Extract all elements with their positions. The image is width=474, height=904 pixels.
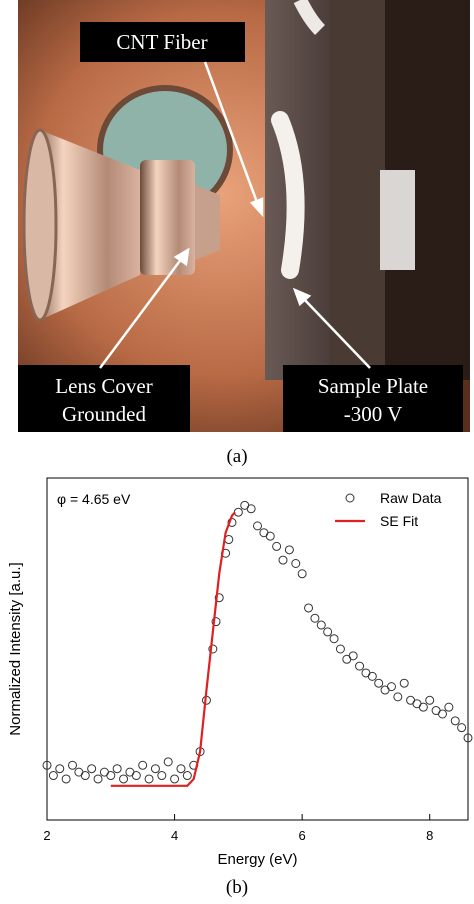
data-point xyxy=(335,644,345,654)
data-point xyxy=(42,760,52,770)
photo-label: Sample Plate xyxy=(318,374,428,398)
legend-label: Raw Data xyxy=(380,490,442,506)
data-point xyxy=(246,504,256,514)
x-tick-label: 2 xyxy=(43,828,50,843)
data-point xyxy=(87,764,97,774)
data-point xyxy=(437,709,447,719)
lens-cone xyxy=(30,130,140,320)
label-box xyxy=(80,22,245,62)
data-point xyxy=(144,774,154,784)
data-point xyxy=(170,774,180,784)
legend-swatch xyxy=(345,493,355,503)
arrow xyxy=(98,257,184,369)
data-point xyxy=(297,569,307,579)
photo-label: -300 V xyxy=(344,402,403,426)
data-point xyxy=(444,702,454,712)
fit-line xyxy=(110,511,236,787)
data-point xyxy=(450,716,460,726)
data-point xyxy=(265,531,275,541)
chart: 2 4 6 8 Energy (eV) Normalized Intensity [a.u… xyxy=(7,477,473,898)
data-point xyxy=(418,702,428,712)
data-point xyxy=(316,620,326,630)
data-point xyxy=(106,771,116,781)
data-point xyxy=(138,760,148,770)
data-point xyxy=(399,678,409,688)
y-axis-label: Normalized Intensity [a.u.] xyxy=(7,562,24,735)
data-point xyxy=(61,774,71,784)
photo-label: Lens Cover xyxy=(55,374,152,398)
clamp xyxy=(380,170,415,270)
data-point xyxy=(367,671,377,681)
x-axis-label: Energy (eV) xyxy=(217,851,297,868)
data-point xyxy=(291,559,301,568)
lens-rim xyxy=(22,128,58,322)
data-point xyxy=(355,661,365,671)
cnt-fiber xyxy=(271,111,305,279)
data-point xyxy=(233,507,243,517)
data-point xyxy=(48,771,58,781)
data-point xyxy=(93,774,103,784)
data-point xyxy=(55,764,65,774)
data-point xyxy=(457,723,467,733)
data-point xyxy=(68,760,78,770)
data-point xyxy=(425,695,435,705)
arrow xyxy=(301,296,371,369)
photo: CNT Fiber Lens Cover Grounded Sample Pla… xyxy=(18,0,470,432)
caption: (b) xyxy=(226,877,248,898)
data-point xyxy=(272,541,282,551)
photo-label: CNT Fiber xyxy=(116,30,207,54)
legend-label: SE Fit xyxy=(380,513,418,529)
arrow-head xyxy=(249,197,264,218)
annotation: φ = 4.65 eV xyxy=(57,491,131,507)
arrow xyxy=(203,61,260,206)
data-point xyxy=(208,644,218,654)
data-point xyxy=(182,771,192,781)
lens-tip xyxy=(195,185,220,260)
data-point xyxy=(150,764,160,774)
data-point xyxy=(323,627,333,637)
plate-bar xyxy=(330,0,385,380)
wire xyxy=(293,0,326,35)
photo-label: Grounded xyxy=(62,402,146,426)
data-point xyxy=(386,682,396,692)
data-point xyxy=(211,617,221,627)
caption: (a) xyxy=(226,446,247,467)
arrows xyxy=(98,61,371,369)
data-point xyxy=(329,634,339,644)
data-point xyxy=(374,678,384,688)
data-point xyxy=(393,692,403,702)
data-point xyxy=(214,593,224,603)
data-point xyxy=(176,764,186,774)
data-point xyxy=(253,521,262,531)
lens-body xyxy=(140,160,195,275)
x-tick-label: 4 xyxy=(171,828,178,843)
data-point xyxy=(278,555,288,565)
label-box xyxy=(18,365,190,432)
data-point xyxy=(163,757,173,767)
data-point xyxy=(284,545,294,555)
arrow-head xyxy=(173,247,190,267)
arrow-head xyxy=(292,287,312,307)
x-tick-label: 8 xyxy=(426,828,433,843)
data-point xyxy=(80,771,90,781)
data-point xyxy=(463,733,473,743)
data-point xyxy=(112,764,122,774)
plot-frame xyxy=(46,477,469,821)
data-point xyxy=(131,771,141,781)
data-point xyxy=(157,771,167,781)
x-tick-label: 6 xyxy=(299,828,306,843)
data-point xyxy=(310,613,320,623)
label-box xyxy=(283,365,463,432)
data-point xyxy=(348,651,358,661)
data-point xyxy=(304,603,314,613)
data-point xyxy=(119,774,129,784)
